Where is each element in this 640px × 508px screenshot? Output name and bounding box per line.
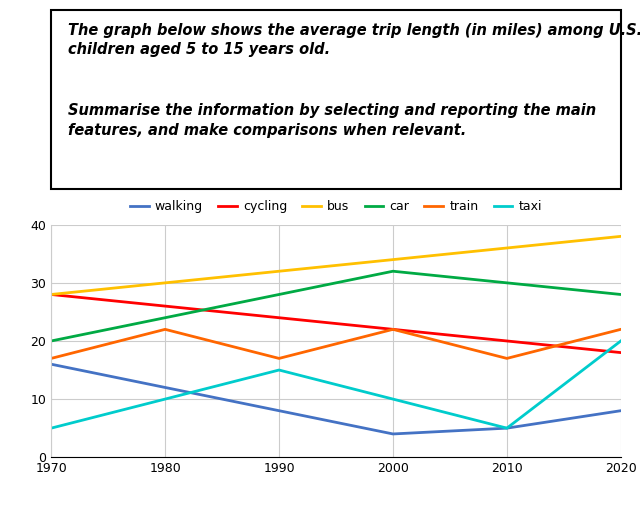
Legend: walking, cycling, bus, car, train, taxi: walking, cycling, bus, car, train, taxi — [125, 196, 547, 218]
FancyBboxPatch shape — [51, 10, 621, 189]
Text: Summarise the information by selecting and reporting the main
features, and make: Summarise the information by selecting a… — [68, 103, 596, 138]
Text: The graph below shows the average trip length (in miles) among U.S.
children age: The graph below shows the average trip l… — [68, 23, 640, 57]
